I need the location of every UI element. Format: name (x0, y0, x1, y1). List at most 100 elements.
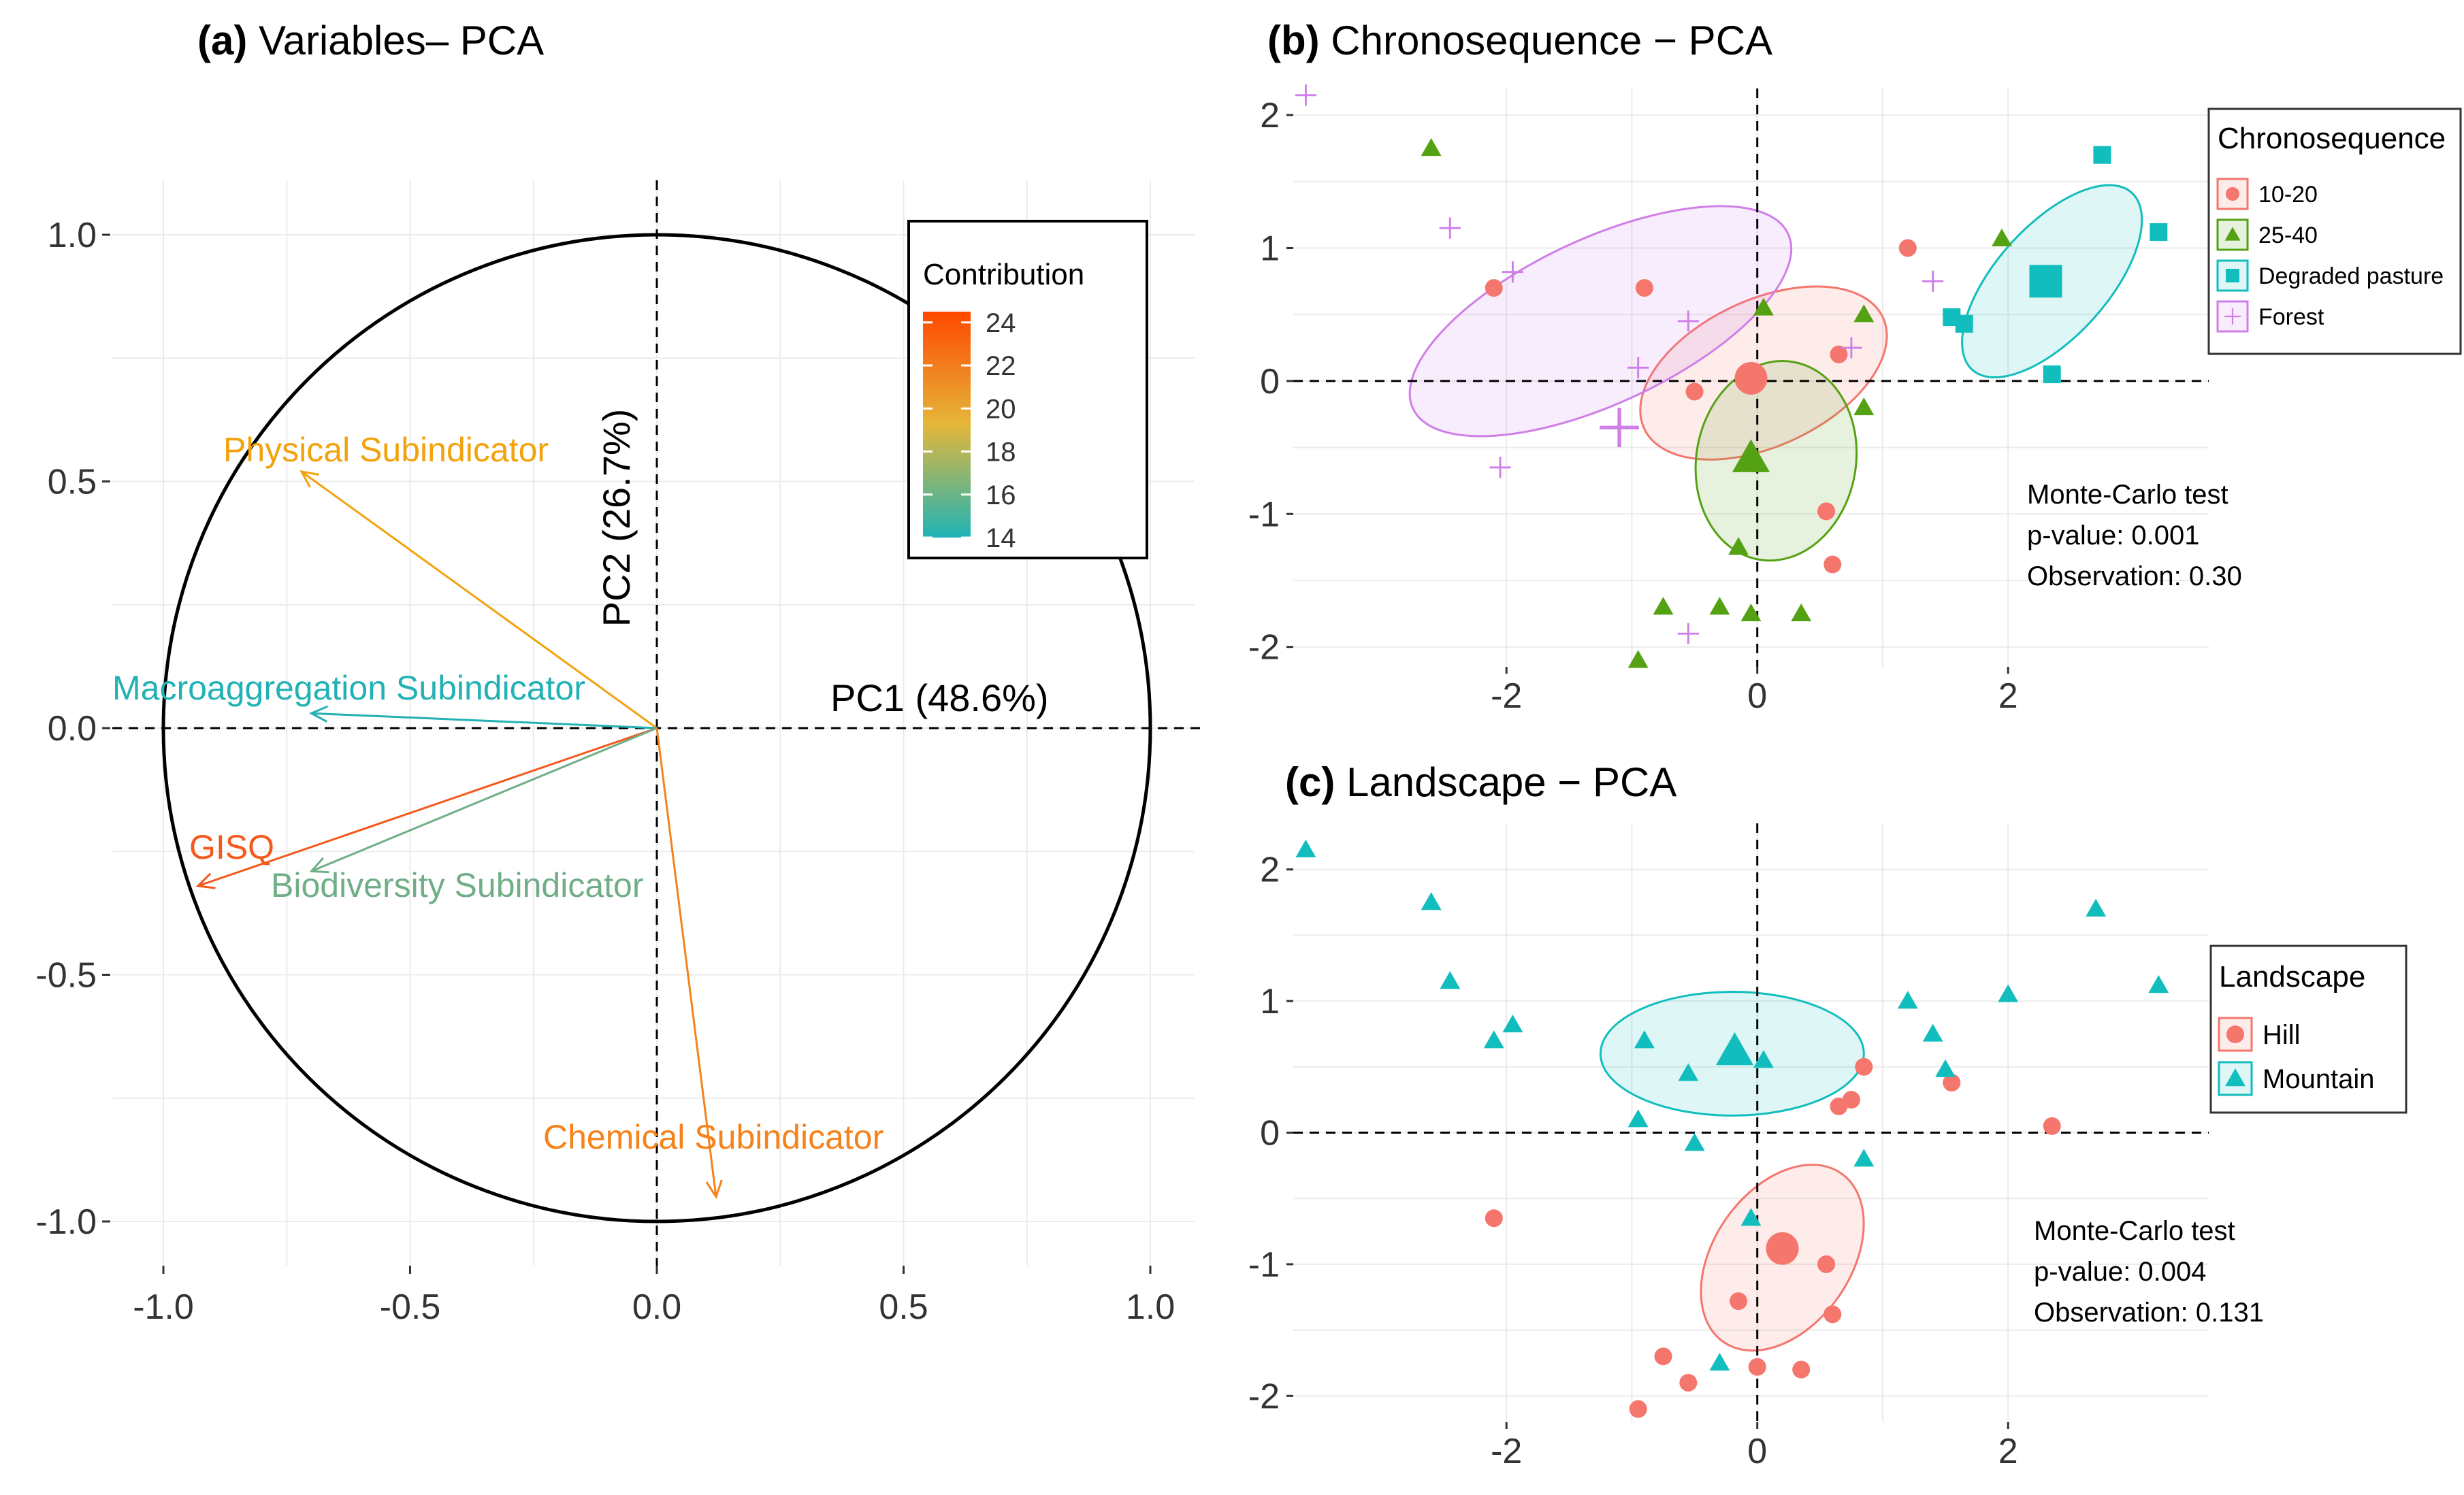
colorbar-tick-label: 22 (986, 351, 1016, 381)
degraded-pasture-legend-label: Degraded pasture (2258, 263, 2444, 289)
macroaggregation-subindicator-vector (311, 712, 658, 729)
panel-b-group-ellipses (1408, 184, 2143, 562)
landscape-legend: Landscape Hill Mountain (2209, 944, 2408, 1114)
y-tick-label: -2 (1248, 1377, 1280, 1416)
panel-c-title: (c) Landscape − PCA (1285, 759, 1676, 805)
25-40-point (1853, 304, 1875, 323)
panel-a-title: (a) Variables– PCA (197, 18, 544, 63)
10-20-point (1485, 279, 1503, 297)
10-20-legend-symbol (2226, 187, 2239, 201)
forest-point (1841, 337, 1862, 359)
y-tick-label: 1 (1260, 982, 1280, 1021)
hill-legend-symbol (2226, 1025, 2244, 1043)
y-tick-label: 1 (1260, 229, 1280, 268)
forest-legend-label: Forest (2258, 304, 2324, 330)
macroaggregation-subindicator-label: Macroaggregation Subindicator (112, 669, 585, 707)
y-tick-label: 0.5 (48, 463, 97, 502)
colorbar-tick-label: 14 (986, 523, 1016, 553)
x-tick-label: 1.0 (1126, 1287, 1175, 1327)
degraded-pasture-point (2043, 365, 2061, 384)
forest-point (1439, 217, 1461, 239)
x-tick-label: -1.0 (133, 1287, 194, 1327)
panel-c-tick-labels: -2 0 2 2 1 0 -1 -2 (1248, 851, 2018, 1471)
physical-subindicator-label: Physical Subindicator (223, 431, 549, 469)
10-20-point (1823, 555, 1842, 574)
x-tick-label: -2 (1491, 676, 1522, 716)
forest-point (1677, 623, 1699, 644)
biodiversity-subindicator-label: Biodiversity Subindicator (271, 866, 644, 904)
contribution-colorbar-ticks: 24 22 20 18 16 14 (923, 308, 1016, 553)
x-tick-label: -2 (1491, 1432, 1522, 1471)
10-20-point (1685, 382, 1704, 401)
forest-legend-symbol (2224, 308, 2241, 325)
25-40-point (1740, 603, 1762, 622)
forest-point (1627, 357, 1649, 378)
pc1-label: PC1 (48.6%) (830, 676, 1049, 719)
hill-point (1730, 1292, 1748, 1311)
pc2-label: PC2 (26.7%) (595, 409, 638, 627)
colorbar-tick-label: 16 (986, 480, 1016, 510)
landscape-legend-items: Hill Mountain (2218, 1017, 2375, 1096)
panel-a-variables-pca: (a) Variables– PCA -1.0 -0.5 0.0 0.5 1.0 1.0 0… (35, 18, 1205, 1327)
x-tick-label: 0 (1747, 1432, 1767, 1471)
25-40-point (1627, 650, 1649, 668)
degraded-pasture-point (2150, 223, 2168, 242)
chronosequence-legend-box (2207, 108, 2462, 355)
x-tick-label: 0.0 (632, 1287, 681, 1327)
forest-point (1922, 270, 1944, 292)
25-40-legend-label: 25-40 (2258, 223, 2318, 248)
mountain-point (1634, 1030, 1655, 1049)
x-tick-label: 0 (1747, 676, 1767, 716)
degraded-pasture-legend-symbol (2226, 269, 2239, 282)
x-tick-label: -0.5 (380, 1287, 441, 1327)
panel-b-annotation-line-2: p-value: 0.001 (2027, 521, 2200, 551)
chronosequence-legend-title: Chronosequence (2218, 122, 2446, 155)
gisq-arrowhead (195, 872, 216, 889)
mountain-point (1709, 1353, 1730, 1371)
biodiversity-subindicator-vector (310, 727, 658, 872)
x-tick-label: 2 (1998, 676, 2018, 716)
mountain-point (2148, 974, 2169, 993)
y-tick-label: -0.5 (35, 956, 97, 996)
hill-point (1629, 1400, 1647, 1418)
panel-b-title: (b) Chronosequence − PCA (1267, 18, 1772, 63)
hill-point (1792, 1360, 1811, 1379)
hill-point (1943, 1074, 1961, 1092)
25-40-point (1992, 228, 2012, 247)
25-40-point (1421, 137, 1442, 157)
10-20-point (1830, 345, 1848, 363)
mountain-point (1922, 1023, 1943, 1042)
panel-b-tick-labels: -2 0 2 2 1 0 -1 -2 (1248, 96, 2018, 716)
hill-point (1654, 1347, 1672, 1366)
degraded-pasture-point (2093, 146, 2111, 164)
panel-b-points (1295, 84, 2168, 668)
panel-c-points (1295, 839, 2169, 1418)
hill-point (2043, 1117, 2061, 1135)
y-tick-label: 0 (1260, 362, 1280, 401)
25-40-point (1728, 537, 1749, 555)
mountain-point (1853, 1149, 1875, 1167)
10-20-legend-label: 10-20 (2258, 182, 2318, 208)
mountain-point (1627, 1109, 1649, 1128)
y-tick-label: -2 (1248, 628, 1280, 668)
contribution-colorbar (923, 312, 971, 538)
mountain-legend-symbol (2225, 1068, 2246, 1087)
panel-b-annotation-line-1: Monte-Carlo test (2027, 480, 2228, 510)
chemical-subindicator-label: Chemical Subindicator (543, 1118, 884, 1156)
forest-point (1502, 261, 1524, 283)
25-40-point (1753, 297, 1774, 316)
panel-c-annotation-line-1: Monte-Carlo test (2034, 1216, 2235, 1246)
colorbar-tick-label: 20 (986, 394, 1016, 424)
25-40-ellipse (1694, 360, 1858, 562)
variable-vectors: Physical Subindicator Macroaggregation Su… (112, 431, 884, 1200)
mountain-point (1295, 839, 1316, 857)
biodiversity-subindicator-arrowhead (309, 857, 329, 874)
hill-point (1748, 1358, 1766, 1376)
10-20-point (1898, 239, 1917, 257)
mountain-point (1421, 892, 1442, 910)
mountain-legend-label: Mountain (2263, 1064, 2375, 1094)
hill-point (1842, 1091, 1860, 1109)
25-40-legend-symbol (2224, 227, 2241, 241)
panel-c-landscape-pca: (c) Landscape − PCA -2 0 2 2 1 0 -1 -2 Monte-Ca… (1248, 759, 2408, 1471)
